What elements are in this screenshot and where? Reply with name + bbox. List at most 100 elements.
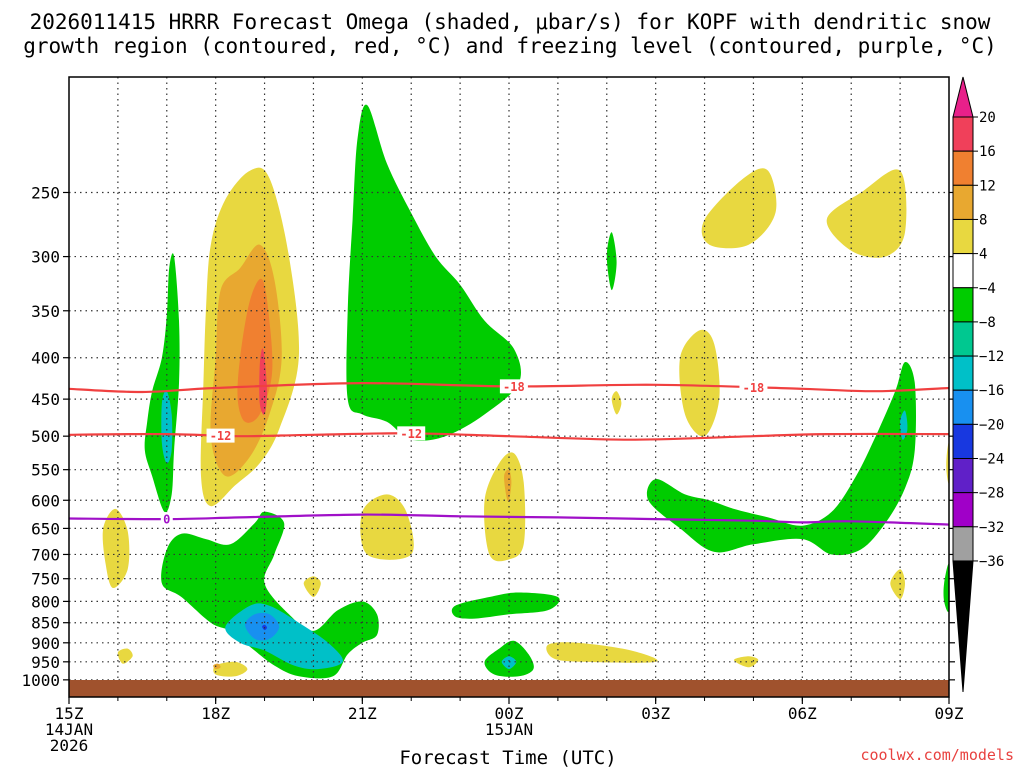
contour-freezing-level-0	[69, 513, 949, 526]
colorbar-bin	[952, 253, 974, 289]
omega-region-yellow	[611, 391, 622, 415]
omega-region-green	[646, 361, 916, 556]
omega-region-red	[259, 348, 267, 415]
colorbar-bottom-arrow	[952, 560, 974, 693]
colorbar-label: −28	[979, 486, 1004, 502]
x-tick-label: 09Z	[935, 704, 964, 723]
colorbar-bin	[952, 287, 974, 323]
omega-region-yellow	[826, 169, 907, 258]
colorbar-label: −32	[979, 520, 1004, 536]
colorbar-bin	[952, 526, 974, 562]
omega-region-blue	[245, 612, 280, 641]
omega-region-green	[451, 592, 560, 619]
colorbar-bin	[952, 218, 974, 255]
x-tick-label: 06Z	[788, 704, 817, 723]
y-tick-label: 850	[31, 614, 60, 633]
ground-surface	[69, 680, 949, 697]
colorbar-label: 16	[979, 144, 996, 160]
omega-region-teal	[900, 410, 908, 440]
omega-region-yellow	[303, 576, 321, 597]
x-tick-label: 21Z	[348, 704, 377, 723]
y-tick-label: 400	[31, 349, 60, 368]
omega-region-green	[144, 253, 180, 513]
contour-label-bg	[397, 426, 426, 441]
omega-region-yellow	[679, 329, 720, 437]
colorbar-label: −12	[979, 349, 1004, 365]
omega-region-yellow	[701, 168, 777, 249]
omega-region-teal	[501, 656, 517, 670]
omega-region-green	[606, 232, 617, 291]
colorbar-bin	[952, 458, 974, 494]
colorbar-label: 12	[979, 178, 996, 194]
omega-region-yellow	[117, 648, 133, 664]
omega-region-green	[943, 563, 949, 612]
colorbar-label: −4	[979, 281, 996, 297]
temperature-contours: -18 -18 -12 -12 0	[69, 379, 949, 527]
colorbar-label: 8	[979, 212, 987, 228]
contour-label: 0	[163, 513, 170, 527]
colorbar-bin	[952, 321, 974, 357]
colorbar-bin	[952, 492, 974, 528]
y-tick-label: 550	[31, 461, 60, 480]
x-tick-label: 00Z	[495, 704, 524, 723]
contour-label: -12	[400, 427, 422, 441]
y-tick-label: 750	[31, 570, 60, 589]
y-tick-label: 700	[31, 545, 60, 564]
colorbar-bin	[952, 116, 974, 152]
omega-region-yellow	[890, 569, 905, 600]
colorbar-bin	[952, 184, 974, 220]
colorbar-bin	[952, 389, 974, 425]
y-tick-label: 800	[31, 592, 60, 611]
y-tick-label: 350	[31, 302, 60, 321]
y-axis: 2503003504004505005506006507007508008509…	[21, 183, 955, 690]
credit-text: coolwx.com/models	[860, 746, 1014, 764]
colorbar-bin	[952, 423, 974, 460]
chart-title-line1: 2026011415 HRRR Forecast Omega (shaded, …	[30, 10, 991, 34]
colorbar: 20 16 12 8 4 −4 −8 −12 −16 −20 −24 −28 −32 −36	[952, 76, 1004, 693]
contour-label-bg	[739, 380, 768, 395]
omega-region-yellow	[484, 452, 526, 562]
colorbar-label: −8	[979, 315, 996, 331]
omega-region-yellow	[360, 494, 414, 560]
x-tick-label: 2026	[50, 736, 89, 755]
y-tick-label: 500	[31, 427, 60, 446]
x-tick-label: 15Z	[55, 704, 84, 723]
omega-region-orange-lt	[213, 663, 221, 670]
colorbar-label: −24	[979, 452, 1004, 468]
contour-label: -12	[210, 429, 232, 443]
omega-region-yellow	[102, 508, 130, 589]
contour-label: -18	[503, 380, 525, 394]
colorbar-bin	[952, 355, 974, 391]
omega-region-green	[161, 511, 379, 679]
y-tick-label: 950	[31, 653, 60, 672]
y-tick-label: 300	[31, 248, 60, 267]
omega-region-orange-lt	[504, 469, 512, 502]
y-tick-label: 450	[31, 390, 60, 409]
contour-label: -18	[743, 381, 765, 395]
x-tick-label: 18Z	[201, 704, 230, 723]
colorbar-top-arrow	[952, 76, 974, 118]
colorbar-label: −36	[979, 554, 1004, 570]
colorbar-label: 20	[979, 110, 996, 126]
x-tick-label: 14JAN	[45, 720, 93, 739]
x-axis-label: Forecast Time (UTC)	[399, 747, 616, 768]
contour-label-bg	[160, 512, 173, 527]
colorbar-label: 4	[979, 247, 987, 263]
y-tick-label: 600	[31, 491, 60, 510]
colorbar-bin	[952, 150, 974, 186]
contour-label-bg	[499, 379, 528, 394]
y-tick-label: 900	[31, 634, 60, 653]
x-tick-label: 03Z	[641, 704, 670, 723]
omega-region-yellow	[546, 642, 658, 663]
omega-region-green	[346, 104, 521, 441]
contour-label-bg	[206, 428, 235, 443]
omega-region-yellow	[213, 661, 248, 677]
y-tick-label: 650	[31, 519, 60, 538]
colorbar-label: −20	[979, 417, 1004, 433]
chart-title-line2: growth region (contoured, red, °C) and f…	[23, 34, 997, 58]
colorbar-label: −16	[979, 383, 1004, 399]
y-tick-label: 1000	[21, 671, 60, 690]
x-tick-label: 15JAN	[485, 720, 533, 739]
